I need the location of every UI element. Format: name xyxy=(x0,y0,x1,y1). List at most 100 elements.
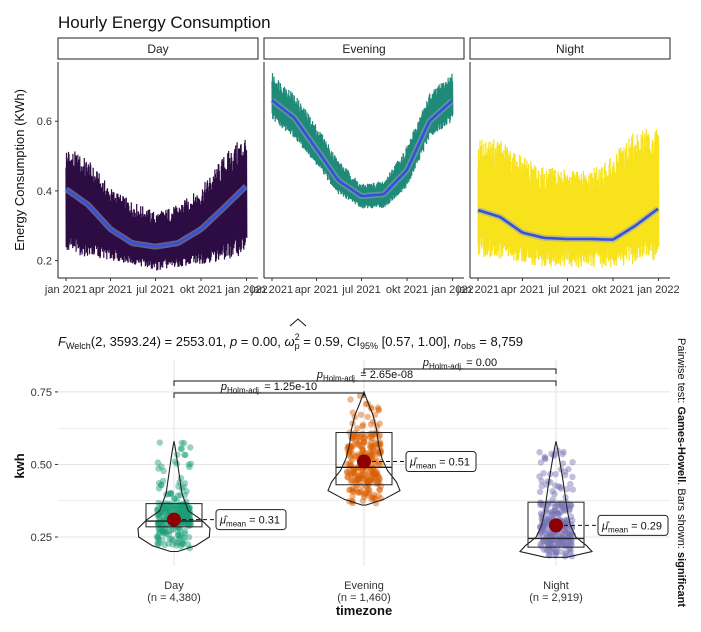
x-tick-label: apr 2021 xyxy=(89,284,132,296)
data-point xyxy=(365,469,373,477)
data-point xyxy=(561,528,569,535)
x-tick-label: okt 2021 xyxy=(592,284,634,296)
data-point xyxy=(175,524,183,532)
data-point xyxy=(173,542,180,549)
data-point xyxy=(155,536,162,543)
data-point xyxy=(559,530,566,537)
data-point xyxy=(169,541,176,548)
data-point xyxy=(358,432,365,439)
data-point xyxy=(543,516,550,523)
data-point xyxy=(564,525,571,532)
data-point xyxy=(549,511,557,518)
data-point xyxy=(372,472,380,479)
data-point xyxy=(366,448,374,455)
data-point xyxy=(551,540,558,547)
data-point xyxy=(557,483,564,491)
data-point xyxy=(159,477,167,485)
data-point xyxy=(350,451,357,458)
data-point xyxy=(553,509,561,517)
data-point xyxy=(542,455,549,463)
bracket-p: p xyxy=(422,357,429,369)
data-point xyxy=(160,504,167,512)
data-point xyxy=(549,548,556,555)
mean-label-text: μ̂mean = 0.31 xyxy=(219,515,280,529)
data-point xyxy=(567,502,574,510)
data-point xyxy=(181,508,189,515)
data-point xyxy=(367,450,374,457)
data-point xyxy=(160,520,167,528)
data-point xyxy=(565,465,572,473)
data-point xyxy=(349,443,357,450)
data-point xyxy=(183,510,190,517)
data-point xyxy=(368,493,376,501)
data-point xyxy=(156,439,163,446)
data-point xyxy=(187,520,194,527)
data-point xyxy=(181,527,189,535)
data-point xyxy=(160,528,167,536)
data-point xyxy=(347,453,354,460)
data-point xyxy=(167,489,174,497)
x-tick-label: apr 2021 xyxy=(295,284,338,296)
bracket-sub: Holm-adj. xyxy=(429,362,463,371)
data-point xyxy=(551,490,558,498)
data-point xyxy=(159,536,166,544)
data-point xyxy=(374,478,381,486)
data-point xyxy=(567,501,574,509)
data-point xyxy=(153,533,161,540)
data-point xyxy=(179,511,186,519)
data-point xyxy=(160,528,167,535)
data-point xyxy=(178,539,186,546)
x-tick-label: jul 2021 xyxy=(341,284,381,296)
data-point xyxy=(155,499,162,507)
data-point xyxy=(346,469,353,477)
data-point xyxy=(354,476,361,483)
data-point xyxy=(166,507,173,515)
data-point xyxy=(567,541,574,548)
x-tick-count: (n = 2,919) xyxy=(529,592,583,604)
x-tick-label: Night xyxy=(543,580,569,592)
data-point xyxy=(371,475,378,482)
data-point xyxy=(360,439,368,446)
data-point xyxy=(555,483,562,490)
data-point xyxy=(165,540,172,547)
data-point xyxy=(169,537,176,544)
data-point xyxy=(173,498,181,505)
data-point xyxy=(182,514,189,521)
data-point xyxy=(156,528,163,535)
y-tick-label: 0.2 xyxy=(37,256,52,268)
data-point xyxy=(365,486,372,493)
facet-strip xyxy=(57,37,259,60)
data-point xyxy=(343,460,351,468)
data-point xyxy=(357,473,364,481)
x-tick-label: Evening xyxy=(344,580,384,592)
data-point xyxy=(351,453,358,460)
data-point xyxy=(165,528,173,535)
facet-panel-evening: Evening jan 2021 apr 2021 jul 2021 okt 2021 j… xyxy=(250,37,474,296)
data-point xyxy=(539,538,546,545)
data-point xyxy=(370,470,377,477)
data-point xyxy=(161,515,168,522)
y-tick-label: 0.4 xyxy=(37,186,52,198)
data-point xyxy=(360,471,367,478)
data-point xyxy=(553,502,560,510)
data-point xyxy=(554,509,561,516)
data-point xyxy=(373,448,380,455)
data-point xyxy=(353,434,361,441)
smooth-trend-line xyxy=(65,185,247,248)
data-point xyxy=(181,451,188,459)
data-point xyxy=(369,435,376,442)
subtitle-stat: F xyxy=(58,334,67,349)
data-point xyxy=(359,445,366,453)
mean-label-sub: mean xyxy=(416,462,436,471)
data-point xyxy=(540,546,548,553)
data-point xyxy=(563,550,570,558)
data-point xyxy=(364,485,371,492)
data-point xyxy=(547,538,554,545)
data-point xyxy=(344,468,351,475)
data-point xyxy=(354,473,362,480)
data-point xyxy=(562,540,569,547)
mean-label-box xyxy=(405,451,477,473)
x-tick-label: jul 2021 xyxy=(547,284,587,296)
data-point xyxy=(364,477,371,485)
data-point xyxy=(349,470,356,477)
